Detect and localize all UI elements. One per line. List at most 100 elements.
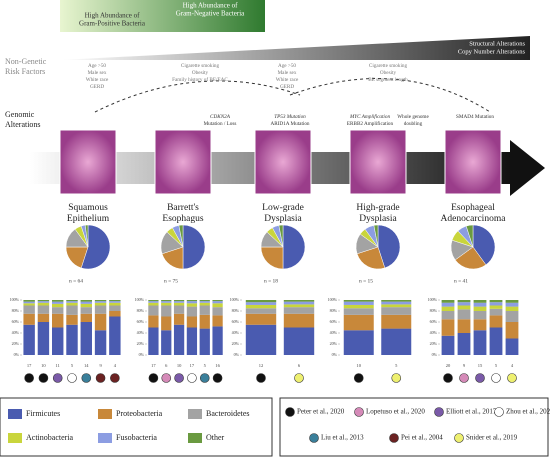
bar-segment	[199, 314, 210, 329]
bar-segment	[173, 300, 185, 302]
y-tick-label: 20%	[232, 341, 240, 346]
bar-segment	[473, 311, 487, 320]
bar-n: 5	[71, 363, 74, 368]
study-dot	[256, 373, 266, 383]
bar-segment	[23, 300, 35, 302]
bar-segment	[23, 324, 35, 355]
study-dot	[81, 373, 92, 383]
bar-segment	[173, 302, 185, 306]
bar-segment	[457, 305, 471, 310]
bar-segment	[80, 303, 92, 308]
bar-segment	[94, 302, 107, 306]
stage-name: Esophagus	[162, 214, 203, 224]
y-tick-label: 40%	[430, 330, 438, 335]
dashed-arc	[94, 80, 301, 113]
y-tick-label: 60%	[232, 319, 240, 324]
bar-n: 17	[27, 363, 32, 368]
bar-segment	[343, 330, 374, 355]
bar-segment	[161, 330, 172, 355]
gram-negative-label: Gram-Negative Bacteria	[176, 10, 245, 18]
pie-n: n = 41	[454, 278, 468, 284]
risk-factor: Male sex	[88, 70, 107, 76]
bar-segment	[37, 302, 50, 306]
bar-segment	[109, 301, 121, 303]
bar-segment	[212, 326, 223, 355]
bar-n: 12	[259, 363, 264, 368]
study-dot	[24, 373, 34, 383]
bar-segment	[505, 306, 519, 311]
bar-segment	[489, 327, 503, 355]
bar-segment	[173, 324, 185, 355]
pie-slice	[373, 224, 379, 248]
stage-name: Barrett's	[167, 203, 199, 213]
legend-dot	[354, 407, 364, 417]
bar-segment	[186, 300, 198, 302]
bar-n: 10	[41, 363, 46, 368]
y-tick-label: 80%	[137, 308, 145, 313]
genomic-label: Alterations	[5, 120, 41, 129]
bar-segment	[161, 302, 172, 306]
bar-segment	[457, 319, 471, 333]
bar-segment	[212, 315, 223, 327]
bar-segment	[186, 306, 198, 317]
y-tick-label: 0%	[332, 352, 338, 357]
bar-segment	[148, 300, 159, 302]
legend-dot	[285, 407, 295, 417]
bar-segment	[212, 301, 223, 304]
study-dot	[52, 373, 63, 383]
y-tick-label: 20%	[430, 341, 438, 346]
bar-segment	[186, 316, 198, 328]
bar-segment	[199, 301, 210, 303]
legend-label: Zhou et al., 2020	[506, 408, 550, 416]
dashed-arc	[289, 78, 491, 113]
bar-n: 15	[478, 363, 483, 368]
bar-segment	[94, 300, 107, 302]
legend-dot	[454, 433, 464, 443]
bar-segment	[343, 304, 374, 309]
study-dot	[443, 373, 453, 383]
bar-segment	[186, 327, 198, 355]
structural-label: Structural Alterations	[469, 40, 525, 47]
bar-segment	[94, 330, 107, 355]
bar-segment	[283, 304, 315, 308]
bar-segment	[441, 300, 455, 303]
bar-segment	[37, 305, 50, 314]
tissue-image	[444, 129, 502, 195]
structural-label: Copy Number Alterations	[458, 48, 526, 55]
risk-factor: Obesity	[192, 70, 209, 76]
y-tick-label: 0%	[14, 352, 20, 357]
bar-segment	[489, 315, 503, 328]
study-dot	[161, 373, 172, 383]
bar-segment	[52, 303, 64, 308]
risk-factor: Male sex	[278, 70, 297, 76]
bar-segment	[473, 302, 487, 307]
bar-n: 20	[446, 363, 451, 368]
bar-segment	[173, 301, 185, 303]
legend-swatch	[98, 433, 112, 443]
bar-n: 5	[495, 363, 498, 368]
legend-swatch	[8, 409, 22, 419]
study-dot	[38, 373, 49, 383]
risk-factor: Cigarette smoking	[181, 63, 220, 69]
genomic-label: Genomic	[5, 110, 35, 119]
y-tick-label: 80%	[232, 308, 240, 313]
study-dot	[353, 373, 364, 383]
bar-segment	[52, 301, 64, 304]
y-tick-label: 80%	[12, 308, 20, 313]
bar-segment	[441, 335, 455, 355]
y-tick-label: 60%	[430, 319, 438, 324]
bar-segment	[283, 327, 315, 355]
bar-segment	[109, 300, 121, 302]
legend-label: Peter et al., 2020	[297, 408, 345, 416]
y-tick-label: 0%	[234, 352, 240, 357]
bar-segment	[186, 301, 198, 304]
legend-swatch	[188, 433, 202, 443]
mutation: doubling	[404, 121, 423, 127]
risk-factor: Age >50	[88, 63, 106, 69]
bar-n: 10	[177, 363, 182, 368]
bar-segment	[66, 305, 78, 315]
legend-label: Liu et al., 2013	[321, 434, 364, 442]
mutation: SMAD4 Mutation	[456, 114, 494, 120]
pie-n: n = 75	[164, 278, 178, 284]
study-dot	[294, 373, 304, 383]
